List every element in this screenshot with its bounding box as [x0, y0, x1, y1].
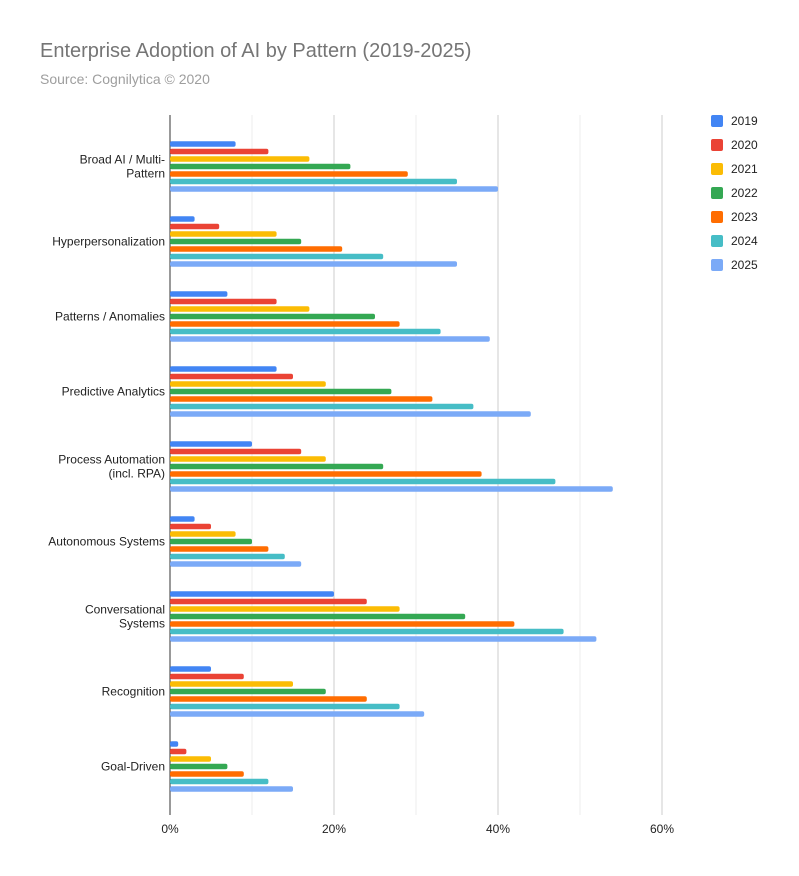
bar-2020-8: [170, 748, 187, 755]
bar-2020-3: [170, 373, 293, 380]
bar-2024-1: [170, 253, 384, 260]
bar-2022-8: [170, 763, 228, 770]
bar-2022-7: [170, 688, 326, 695]
bar-2025-6: [170, 636, 597, 642]
category-label: Broad AI / Multi-: [80, 153, 165, 167]
legend-swatch-2021: [711, 163, 723, 175]
bar-2023-4: [170, 471, 482, 477]
bar-2020-1: [170, 223, 220, 230]
chart-subtitle: Source: Cognilytica © 2020: [40, 71, 210, 87]
bar-2020-7: [170, 673, 244, 680]
bar-2021-2: [170, 306, 310, 312]
legend-label-2025: 2025: [731, 258, 758, 272]
x-tick-label: 60%: [650, 822, 674, 836]
bar-2021-0: [170, 156, 310, 162]
bar-2023-6: [170, 621, 515, 627]
x-tick-label: 40%: [486, 822, 510, 836]
bar-2021-4: [170, 456, 326, 462]
bar-2025-4: [170, 486, 613, 492]
bar-2023-0: [170, 171, 408, 177]
bar-2025-8: [170, 786, 293, 792]
bar-2020-0: [170, 148, 269, 155]
legend-label-2019: 2019: [731, 114, 758, 128]
bar-2025-0: [170, 186, 498, 192]
bar-2023-5: [170, 546, 269, 552]
bar-2023-8: [170, 771, 244, 777]
category-label: Recognition: [102, 685, 165, 699]
bar-2024-2: [170, 328, 441, 335]
category-label: Patterns / Anomalies: [55, 310, 165, 324]
bar-2021-6: [170, 606, 400, 612]
bar-2024-6: [170, 628, 564, 635]
category-label: Autonomous Systems: [48, 535, 165, 549]
bar-2020-6: [170, 598, 367, 605]
bar-2022-6: [170, 613, 466, 620]
category-label: (incl. RPA): [109, 467, 165, 481]
category-label: Systems: [119, 617, 165, 631]
bar-2019-4: [170, 441, 252, 447]
bar-2020-4: [170, 448, 302, 455]
bar-2021-1: [170, 231, 277, 237]
category-label: Predictive Analytics: [62, 385, 165, 399]
bar-2019-1: [170, 216, 195, 222]
bar-2025-1: [170, 261, 457, 267]
bar-2019-0: [170, 141, 236, 147]
bar-2023-7: [170, 696, 367, 702]
x-tick-label: 0%: [161, 822, 179, 836]
bar-2022-4: [170, 463, 384, 470]
bar-2022-1: [170, 238, 302, 245]
bar-2024-8: [170, 778, 269, 785]
category-label: Goal-Driven: [101, 760, 165, 774]
bar-2022-2: [170, 313, 375, 320]
bar-2025-2: [170, 336, 490, 342]
bar-2022-5: [170, 538, 252, 545]
legend-label-2022: 2022: [731, 186, 758, 200]
category-label: Hyperpersonalization: [52, 235, 165, 249]
category-label: Conversational: [85, 603, 165, 617]
bar-2025-3: [170, 411, 531, 417]
bar-2019-7: [170, 666, 211, 672]
bar-2019-8: [170, 741, 179, 747]
bar-2020-5: [170, 523, 211, 530]
bar-2023-3: [170, 396, 433, 402]
bar-2025-5: [170, 561, 302, 567]
bar-2019-2: [170, 291, 228, 297]
bar-2021-7: [170, 681, 293, 687]
bar-2020-2: [170, 298, 277, 305]
bar-2024-0: [170, 178, 457, 185]
bar-2023-2: [170, 321, 400, 327]
bar-2019-3: [170, 366, 277, 372]
legend-swatch-2019: [711, 115, 723, 127]
legend-swatch-2025: [711, 259, 723, 271]
bar-2024-7: [170, 703, 400, 710]
bar-2025-7: [170, 711, 425, 717]
bar-2021-3: [170, 381, 326, 387]
bar-2024-5: [170, 553, 285, 560]
bar-2024-3: [170, 403, 474, 410]
chart-title: Enterprise Adoption of AI by Pattern (20…: [40, 40, 472, 62]
bar-2019-5: [170, 516, 195, 522]
x-tick-label: 20%: [322, 822, 346, 836]
bar-2021-8: [170, 756, 211, 762]
bar-2023-1: [170, 246, 343, 252]
bar-2021-5: [170, 531, 236, 537]
bar-2024-4: [170, 478, 556, 485]
bar-2019-6: [170, 591, 334, 597]
bar-2022-0: [170, 163, 351, 170]
legend-swatch-2024: [711, 235, 723, 247]
legend-swatch-2020: [711, 139, 723, 151]
category-label: Pattern: [126, 167, 165, 181]
legend-swatch-2023: [711, 211, 723, 223]
legend-label-2024: 2024: [731, 234, 758, 248]
legend-swatch-2022: [711, 187, 723, 199]
legend-label-2023: 2023: [731, 210, 758, 224]
category-label: Process Automation: [58, 453, 165, 467]
legend-label-2020: 2020: [731, 138, 758, 152]
legend-label-2021: 2021: [731, 162, 758, 176]
bar-2022-3: [170, 388, 392, 395]
